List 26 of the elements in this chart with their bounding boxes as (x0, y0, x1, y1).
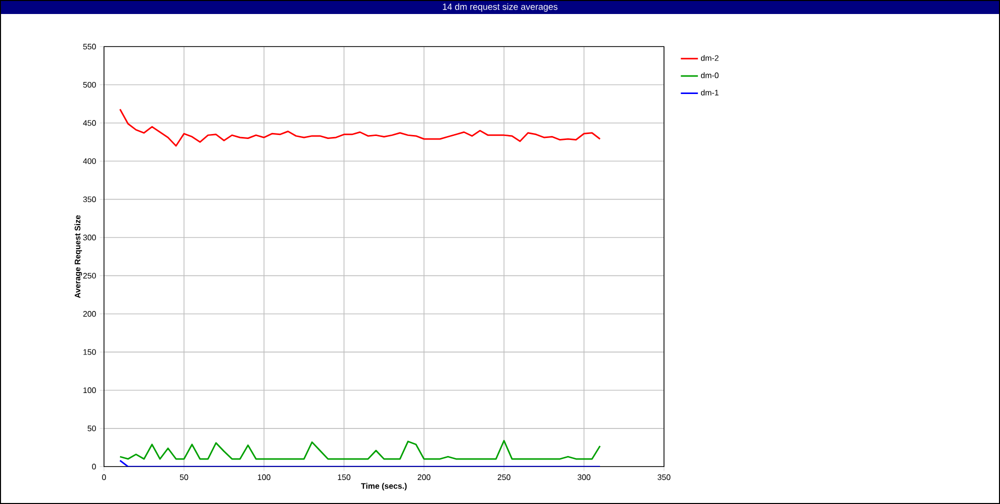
y-tick-label: 300 (83, 234, 96, 240)
y-tick-label: 450 (83, 120, 96, 126)
y-tick-label: 550 (83, 44, 96, 50)
x-tick-label: 250 (498, 474, 510, 480)
x-tick-label: 50 (180, 474, 188, 480)
x-axis-title: Time (secs.) (361, 482, 407, 490)
y-tick-label: 400 (83, 158, 96, 164)
legend-label: dm-0 (700, 72, 719, 78)
legend-label: dm-1 (700, 90, 718, 96)
y-tick-label: 200 (83, 311, 96, 317)
y-tick-label: 0 (92, 464, 96, 470)
x-tick-label: 150 (338, 474, 350, 480)
x-tick-label: 0 (102, 474, 106, 480)
y-tick-label: 150 (83, 349, 96, 355)
y-axis-title: Average Request Size (74, 215, 82, 298)
legend-label: dm-2 (700, 54, 718, 61)
y-tick-label: 100 (83, 387, 96, 394)
y-tick-label: 350 (83, 196, 96, 202)
x-tick-label: 100 (258, 474, 270, 480)
y-tick-label: 250 (83, 272, 96, 279)
chart-title: 14 dm request size averages (442, 3, 558, 12)
y-tick-label: 50 (88, 426, 96, 432)
y-tick-label: 500 (83, 82, 96, 88)
x-tick-label: 200 (418, 474, 430, 480)
x-tick-label: 350 (658, 474, 670, 480)
x-tick-label: 300 (578, 474, 590, 480)
